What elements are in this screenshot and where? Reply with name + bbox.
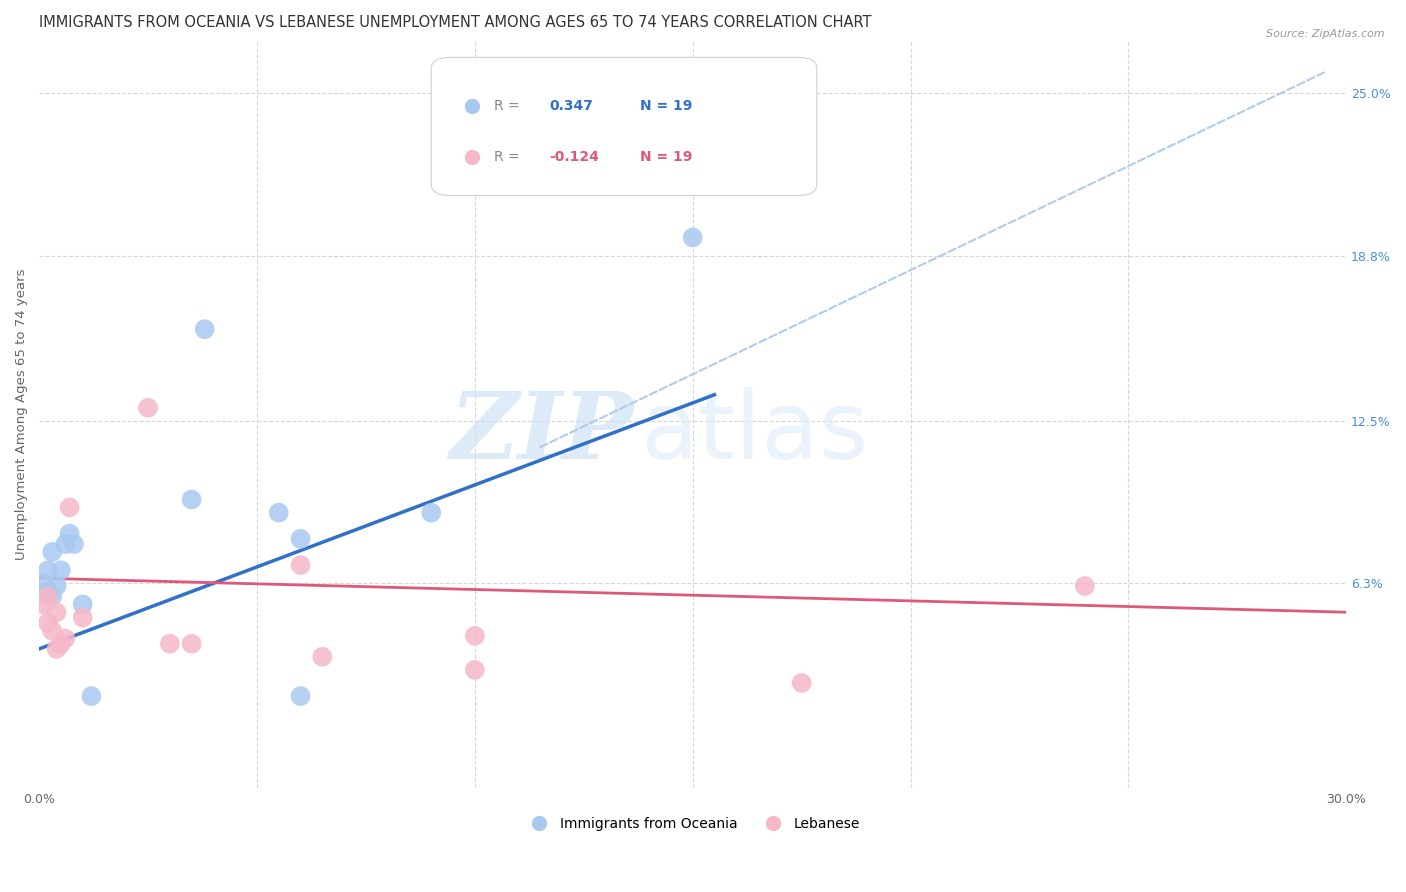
Point xyxy=(37,563,59,577)
Point xyxy=(41,545,63,559)
Point xyxy=(790,676,813,690)
Point xyxy=(45,579,67,593)
Point xyxy=(72,598,94,612)
Point xyxy=(80,689,103,703)
Text: ZIP: ZIP xyxy=(450,388,634,478)
Point xyxy=(464,629,486,643)
Point xyxy=(311,649,333,664)
Text: N = 19: N = 19 xyxy=(640,150,693,163)
Point xyxy=(49,563,72,577)
Point xyxy=(682,230,704,244)
Point xyxy=(45,605,67,619)
Point xyxy=(464,663,486,677)
Point xyxy=(159,637,181,651)
Point xyxy=(37,590,59,604)
Point xyxy=(267,506,290,520)
Legend: Immigrants from Oceania, Lebanese: Immigrants from Oceania, Lebanese xyxy=(520,812,865,837)
Point xyxy=(63,537,86,551)
Point xyxy=(59,500,82,515)
Point xyxy=(420,506,443,520)
Text: Source: ZipAtlas.com: Source: ZipAtlas.com xyxy=(1267,29,1385,38)
Point xyxy=(194,322,217,336)
FancyBboxPatch shape xyxy=(432,57,817,195)
Text: R =: R = xyxy=(494,150,524,163)
Point xyxy=(41,590,63,604)
Text: -0.124: -0.124 xyxy=(548,150,599,163)
Point xyxy=(180,637,202,651)
Text: atlas: atlas xyxy=(640,387,869,479)
Point xyxy=(180,492,202,507)
Text: N = 19: N = 19 xyxy=(640,99,693,112)
Point xyxy=(32,576,55,591)
Point xyxy=(49,637,72,651)
Point xyxy=(37,584,59,599)
Point xyxy=(32,598,55,612)
Point xyxy=(72,610,94,624)
Text: IMMIGRANTS FROM OCEANIA VS LEBANESE UNEMPLOYMENT AMONG AGES 65 TO 74 YEARS CORRE: IMMIGRANTS FROM OCEANIA VS LEBANESE UNEM… xyxy=(39,15,872,30)
Point xyxy=(290,532,312,546)
Y-axis label: Unemployment Among Ages 65 to 74 years: Unemployment Among Ages 65 to 74 years xyxy=(15,268,28,560)
Point xyxy=(45,641,67,656)
Point xyxy=(290,689,312,703)
Point xyxy=(59,526,82,541)
Point xyxy=(37,615,59,630)
Point xyxy=(53,537,76,551)
Point xyxy=(290,558,312,572)
Text: R =: R = xyxy=(494,99,524,112)
Point xyxy=(41,624,63,638)
Point xyxy=(136,401,159,415)
Text: 0.347: 0.347 xyxy=(548,99,593,112)
Point xyxy=(1074,579,1097,593)
Point xyxy=(53,632,76,646)
